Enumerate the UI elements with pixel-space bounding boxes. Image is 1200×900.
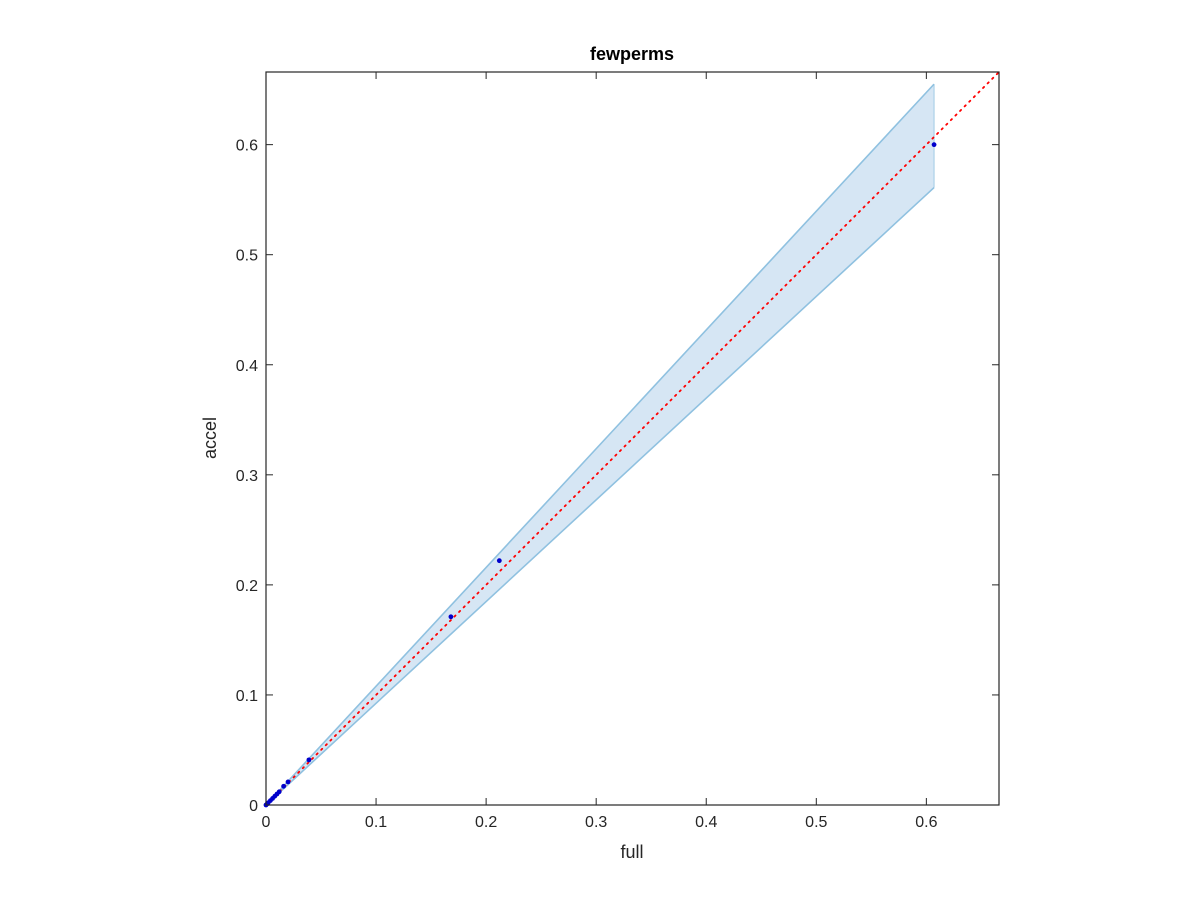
x-axis-label: full <box>620 842 643 862</box>
reference-line <box>265 71 1000 806</box>
y-tick-label: 0.1 <box>236 688 258 705</box>
data-point <box>285 779 291 785</box>
axes-box <box>265 71 1000 806</box>
reference-line-layer <box>265 71 1000 806</box>
x-tick-label: 0.2 <box>475 814 497 831</box>
y-tick-label: 0.3 <box>236 468 258 485</box>
x-tick-label: 0.5 <box>805 814 827 831</box>
data-point <box>448 614 454 620</box>
x-tick-label: 0.3 <box>585 814 607 831</box>
plot-area: 0 0.1 0.2 0.3 0.4 0.5 0.6 0 0.1 0.2 0.3 0.4 0.5 0.6 <box>236 71 1000 831</box>
data-point <box>306 757 312 763</box>
y-tick-label: 0 <box>249 798 258 815</box>
x-tick-label: 0.4 <box>695 814 717 831</box>
data-point <box>931 142 937 148</box>
data-point <box>276 789 282 795</box>
tick-layer: 0 0.1 0.2 0.3 0.4 0.5 0.6 0 0.1 0.2 0.3 0.4 0.5 0.6 <box>236 72 999 831</box>
y-tick-label: 0.2 <box>236 578 258 595</box>
band-lower-edge <box>265 186 935 806</box>
y-tick-label: 0.4 <box>236 358 258 375</box>
y-tick-label: 0.6 <box>236 138 258 155</box>
x-tick-label: 0.1 <box>365 814 387 831</box>
band-upper-edge <box>265 83 935 806</box>
x-tick-label: 0.6 <box>915 814 937 831</box>
confidence-band-layer <box>265 83 935 806</box>
x-tick-label: 0 <box>262 814 271 831</box>
data-point <box>496 558 502 564</box>
y-axis-label: accel <box>200 417 220 459</box>
chart-title: fewperms <box>590 44 674 64</box>
y-tick-label: 0.5 <box>236 248 258 265</box>
data-point <box>281 783 287 789</box>
